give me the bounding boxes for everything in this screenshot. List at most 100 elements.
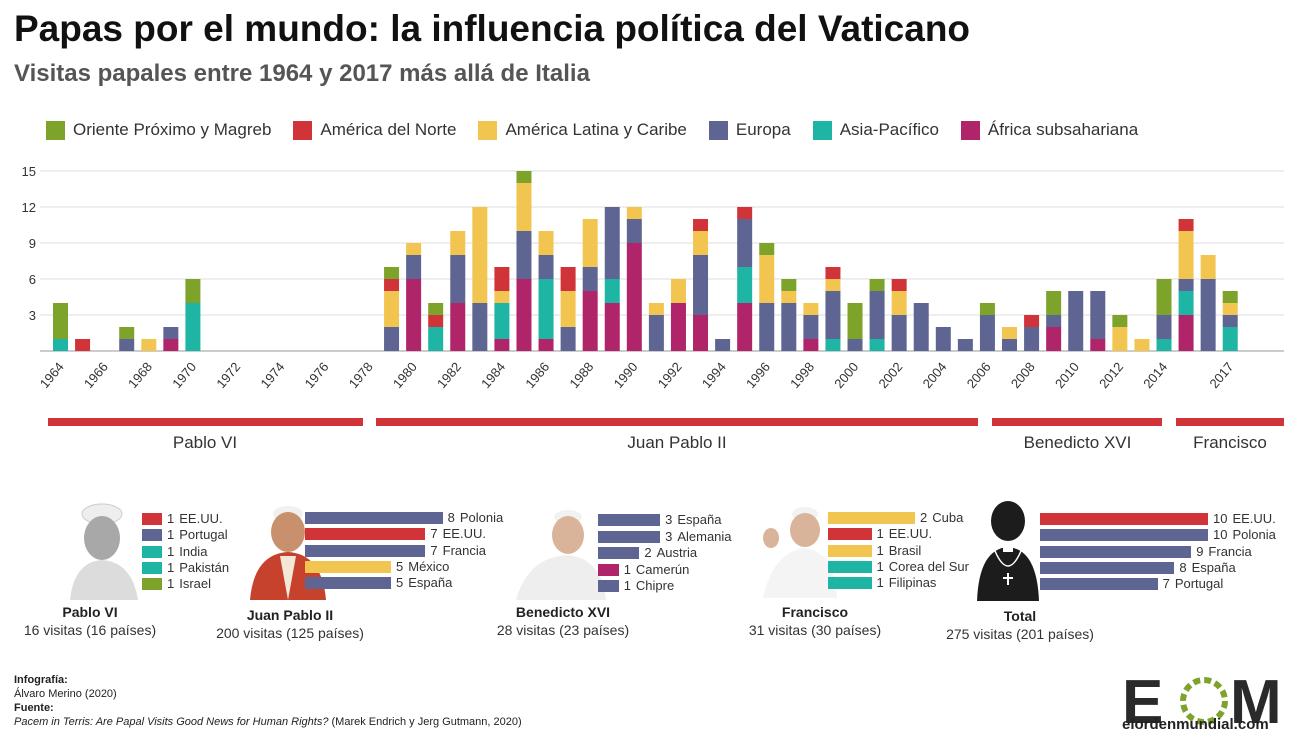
bar-segment (869, 291, 885, 339)
bar-segment (604, 207, 620, 279)
bar-segment (1222, 327, 1238, 351)
bar-segment (1222, 303, 1238, 315)
bar-segment (1002, 339, 1018, 351)
ranking-country: Polonia (1232, 527, 1276, 543)
ranking-country: Francia (442, 542, 486, 558)
era-bar-pablo-vi (48, 418, 363, 426)
ranking-row: 3 España (598, 513, 721, 526)
bar-segment (693, 315, 709, 351)
bar-segment (979, 303, 995, 315)
ranking-country: Francia (1208, 543, 1252, 559)
ranking-value: 2 (644, 545, 652, 560)
pope-name: Juan Pablo II (246, 607, 334, 623)
bar-segment (781, 291, 797, 303)
bar-segment (141, 339, 157, 351)
bar-segment (715, 339, 731, 351)
ranking-bar (828, 512, 915, 524)
ranking-row: 1 Corea del Sur (828, 558, 969, 574)
ranking-row: 1 EE.UU. (142, 511, 223, 526)
ranking-row: 1 EE.UU. (828, 527, 932, 541)
bar-segment (1046, 315, 1062, 327)
ranking-value: 5 (396, 575, 404, 591)
ranking-value: 1 (876, 558, 884, 574)
bar-segment (384, 279, 400, 291)
bar-segment (626, 207, 642, 219)
legend-label: América del Norte (320, 120, 457, 139)
legend-item-latinoamerica: América Latina y Caribe (478, 120, 687, 140)
ranking-bar (598, 514, 661, 526)
logo-letter-m: M (1230, 668, 1282, 737)
era-label-francisco: Francisco (1193, 433, 1267, 452)
pope-visits: 275 visitas (201 países) (946, 626, 1094, 642)
bar-segment (913, 303, 929, 351)
legend-label: Oriente Próximo y Magreb (73, 120, 272, 139)
ranking-country: Camerún (635, 561, 690, 577)
ranking-bar (828, 560, 872, 573)
ranking-row: 1 Pakistán (142, 561, 229, 574)
ranking-value: 8 (447, 510, 455, 525)
bar-segment (1178, 279, 1194, 291)
x-tick-label: 1966 (81, 359, 111, 391)
bar-segment (670, 279, 686, 303)
y-tick-label: 15 (22, 164, 36, 179)
ranking-country: España (1191, 559, 1236, 575)
bar-segment (670, 303, 686, 351)
ranking-country: Alemania (677, 528, 732, 544)
ranking-country: Filipinas (888, 575, 937, 591)
bar-segment (560, 267, 576, 291)
era-bar-benedicto-xvi (992, 418, 1162, 426)
credits: Infografía: Álvaro Merino (2020) Fuente:… (14, 673, 522, 729)
legend-swatch (812, 120, 832, 140)
bar-segment (384, 291, 400, 327)
bar-segment (516, 279, 532, 351)
bar-segment (891, 279, 907, 291)
bar-segment (737, 267, 753, 303)
legend-swatch (960, 120, 980, 140)
ranking-value: 10 (1213, 511, 1228, 526)
bar-segment (538, 231, 554, 255)
bar-segment (516, 183, 532, 231)
bar-segment (538, 339, 554, 351)
bar-segment (538, 279, 554, 339)
legend-swatch (478, 120, 498, 140)
x-tick-label: 2012 (1096, 359, 1126, 391)
bar-segment (1178, 291, 1194, 315)
ranking-value: 1 (167, 543, 175, 559)
y-tick-label: 12 (22, 200, 36, 215)
ranking-value: 1 (167, 527, 175, 543)
bar-segment (494, 339, 510, 351)
legend-swatch (708, 120, 728, 140)
bar-segment (1112, 315, 1128, 327)
ranking-value: 10 (1213, 527, 1228, 543)
legend-label: América Latina y Caribe (505, 120, 687, 139)
legend-label: África subsahariana (987, 120, 1139, 139)
bar-segment (582, 291, 598, 351)
legend-item-asia: Asia-Pacífico (812, 120, 939, 140)
credits-info-label: Infografía: (14, 674, 68, 686)
bar-segment (1156, 339, 1172, 351)
bar-segment (185, 279, 201, 303)
logo-site: elordenmundial.com (1122, 716, 1269, 733)
ranking-value: 7 (430, 526, 438, 542)
bar-segment (759, 255, 775, 303)
x-tick-label: 1988 (566, 359, 596, 391)
ranking-bar (142, 529, 162, 542)
bar-segment (53, 339, 68, 351)
ranking-value: 2 (920, 510, 928, 525)
bar-segment (384, 327, 400, 351)
bar-segment (803, 315, 819, 339)
bar-segment (825, 339, 841, 351)
bar-segment (494, 267, 510, 291)
ranking-row: 2 Cuba (828, 510, 963, 525)
bar-segment (428, 315, 444, 327)
bar-segment (604, 279, 620, 303)
ranking-value: 1 (167, 511, 175, 526)
x-tick-label: 1986 (522, 359, 552, 391)
bar-segment (472, 303, 488, 351)
ranking-value: 5 (396, 558, 404, 574)
bar-segment (384, 267, 400, 279)
x-tick-label: 2000 (831, 359, 861, 391)
x-tick-label: 1994 (699, 359, 729, 391)
bar-segment (1156, 315, 1172, 339)
era-label-juan-pablo-ii: Juan Pablo II (627, 433, 727, 452)
